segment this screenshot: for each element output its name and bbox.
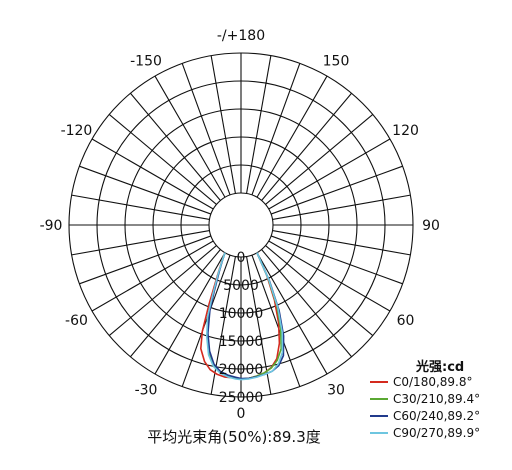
- legend-entry: C90/270,89.9°: [393, 426, 480, 440]
- angle-label: -60: [65, 313, 88, 329]
- grid-spoke: [181, 254, 231, 387]
- grid-spoke: [261, 249, 352, 358]
- legend-entry: C0/180,89.8°: [393, 375, 473, 389]
- radial-tick-label: 0: [237, 250, 246, 266]
- beam-angle-caption: 平均光束角(50%):89.3度: [147, 428, 321, 446]
- grid-spoke: [268, 240, 391, 312]
- radial-tick-label: 20000: [219, 362, 264, 378]
- radial-tick-label: 10000: [219, 306, 264, 322]
- grid-spoke: [154, 75, 226, 198]
- grid-spoke: [210, 55, 236, 194]
- grid-spoke: [71, 194, 210, 220]
- angle-label: 150: [323, 53, 350, 69]
- grid-spoke: [91, 240, 214, 312]
- radial-tick-label: 25000: [219, 390, 264, 406]
- grid-spoke: [130, 92, 221, 201]
- angle-label: 30: [327, 383, 345, 399]
- grid-spoke: [272, 230, 411, 256]
- grid-spoke: [154, 252, 226, 375]
- grid-spoke: [79, 165, 212, 215]
- legend-entry: C60/240,89.2°: [393, 409, 480, 423]
- grid-spoke: [108, 245, 217, 336]
- radial-tick-label: 15000: [219, 334, 264, 350]
- angle-label: -120: [61, 123, 93, 139]
- angle-label: -90: [40, 218, 63, 234]
- radial-tick-label: 5000: [223, 278, 259, 294]
- grid-spoke: [130, 249, 221, 358]
- angle-label: 90: [422, 218, 440, 234]
- grid-spoke: [265, 114, 374, 205]
- grid-spoke: [251, 63, 301, 196]
- angle-label: -30: [135, 383, 158, 399]
- angle-labels: 0 30 60 90 120 150 -/+180 -150 -120 -90 -60 -30 0: [40, 28, 440, 422]
- grid-spoke: [108, 114, 217, 205]
- angle-label: -/+180: [217, 28, 265, 44]
- legend: 光强:cd C0/180,89.8° C30/210,89.4° C60/240,8…: [370, 359, 480, 440]
- grid-spoke: [71, 230, 210, 256]
- grid-spoke: [268, 138, 391, 210]
- grid-spoke: [272, 194, 411, 220]
- angle-label-bottom: 0: [237, 406, 246, 422]
- grid-spoke: [246, 55, 272, 194]
- radial-labels: 0 5000 10000 15000 20000 25000: [219, 250, 264, 406]
- grid-ring: [208, 192, 274, 258]
- series-curve-3: [206, 252, 284, 381]
- angle-label: -150: [130, 53, 162, 69]
- intensity-curves: [200, 252, 285, 381]
- angle-label: 60: [397, 313, 415, 329]
- legend-title: 光强:cd: [415, 359, 464, 375]
- grid-spoke: [256, 252, 328, 375]
- legend-entry: C30/210,89.4°: [393, 392, 480, 406]
- grid-spoke: [270, 235, 403, 285]
- grid-spoke: [261, 92, 352, 201]
- grid-spoke: [265, 245, 374, 336]
- grid-spoke: [270, 165, 403, 215]
- grid-spoke: [256, 75, 328, 198]
- grid-spoke: [181, 63, 231, 196]
- grid-spoke: [91, 138, 214, 210]
- polar-grid: [68, 52, 414, 398]
- grid-spoke: [251, 254, 301, 387]
- grid-spoke: [210, 256, 236, 395]
- grid-spoke: [79, 235, 212, 285]
- angle-label: 120: [392, 123, 419, 139]
